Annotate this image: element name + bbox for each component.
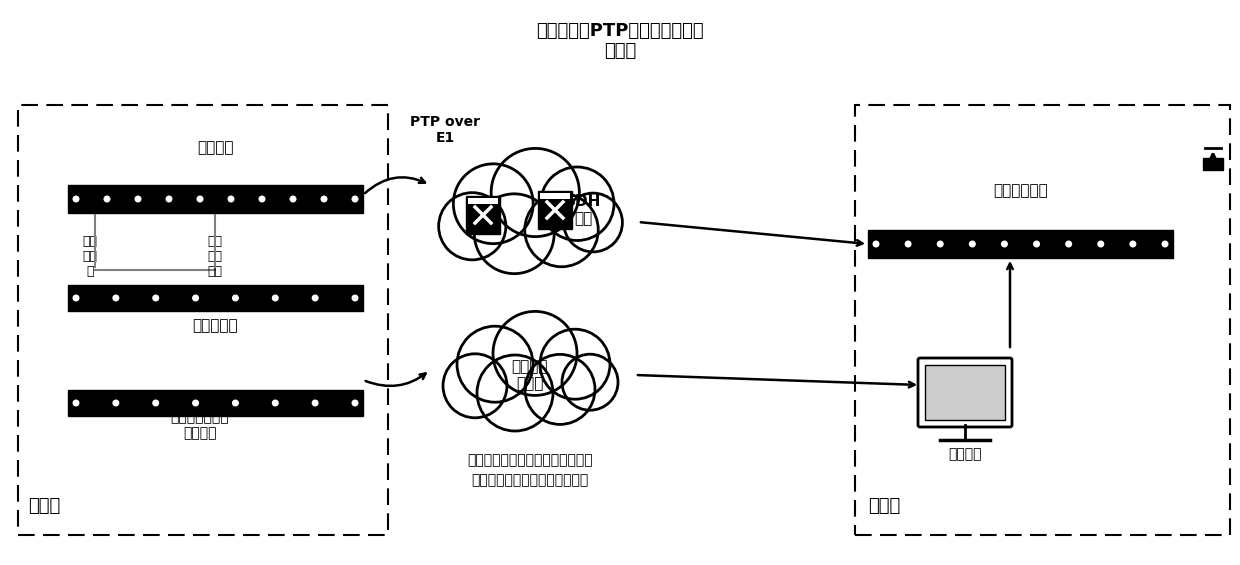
Circle shape bbox=[352, 400, 358, 406]
Bar bbox=[466, 196, 500, 234]
Circle shape bbox=[443, 354, 507, 418]
Circle shape bbox=[352, 295, 358, 301]
Circle shape bbox=[1066, 241, 1071, 247]
Bar bbox=[68, 390, 363, 416]
Bar bbox=[68, 185, 363, 213]
Circle shape bbox=[73, 400, 79, 406]
Circle shape bbox=[937, 241, 944, 247]
Bar bbox=[1203, 158, 1223, 170]
Bar bbox=[856, 105, 1230, 535]
Circle shape bbox=[494, 311, 577, 395]
Circle shape bbox=[312, 400, 317, 406]
FancyBboxPatch shape bbox=[918, 358, 1012, 427]
Circle shape bbox=[290, 196, 296, 202]
Bar bbox=[68, 285, 363, 311]
Circle shape bbox=[104, 196, 110, 202]
Text: 业务装置与主时钟差值实现监测: 业务装置与主时钟差值实现监测 bbox=[471, 473, 589, 487]
Circle shape bbox=[233, 295, 238, 301]
Circle shape bbox=[491, 149, 579, 237]
Circle shape bbox=[233, 400, 238, 406]
Circle shape bbox=[564, 193, 622, 252]
Circle shape bbox=[153, 295, 159, 301]
Text: 主时钟设备: 主时钟设备 bbox=[192, 318, 238, 333]
Text: 扩展时钟设备、
业务装置: 扩展时钟设备、 业务装置 bbox=[171, 410, 229, 440]
Circle shape bbox=[541, 167, 614, 241]
Circle shape bbox=[259, 196, 265, 202]
Text: 变电站: 变电站 bbox=[29, 497, 61, 515]
Circle shape bbox=[352, 196, 358, 202]
Text: 网管系统: 网管系统 bbox=[949, 447, 982, 461]
Text: 电力专用
数据网: 电力专用 数据网 bbox=[512, 359, 548, 391]
Circle shape bbox=[321, 196, 327, 202]
Circle shape bbox=[477, 355, 553, 431]
Circle shape bbox=[1034, 241, 1039, 247]
Bar bbox=[538, 191, 572, 229]
Circle shape bbox=[135, 196, 141, 202]
Circle shape bbox=[525, 193, 598, 267]
Circle shape bbox=[539, 329, 610, 399]
Circle shape bbox=[562, 354, 618, 410]
Text: 网络回传测量出的扩展时钟设备、: 网络回传测量出的扩展时钟设备、 bbox=[467, 453, 593, 467]
Text: 主时钟通过PTP回传到中心站进: 主时钟通过PTP回传到中心站进 bbox=[536, 22, 704, 40]
Circle shape bbox=[273, 295, 278, 301]
Circle shape bbox=[73, 196, 79, 202]
Circle shape bbox=[1130, 241, 1136, 247]
Circle shape bbox=[454, 164, 533, 244]
Bar bbox=[19, 105, 388, 535]
Circle shape bbox=[273, 400, 278, 406]
Text: 主时
钟信
号: 主时 钟信 号 bbox=[83, 235, 98, 278]
Circle shape bbox=[153, 400, 159, 406]
Circle shape bbox=[197, 196, 203, 202]
Circle shape bbox=[1162, 241, 1168, 247]
Text: 行监测: 行监测 bbox=[604, 42, 636, 60]
Text: 中心站: 中心站 bbox=[868, 497, 900, 515]
Circle shape bbox=[1002, 241, 1007, 247]
Circle shape bbox=[525, 354, 595, 424]
Circle shape bbox=[439, 193, 506, 260]
Circle shape bbox=[312, 295, 317, 301]
Text: PTP over
E1: PTP over E1 bbox=[410, 115, 480, 145]
Circle shape bbox=[192, 400, 198, 406]
Circle shape bbox=[166, 196, 172, 202]
Circle shape bbox=[1097, 241, 1104, 247]
Text: 测量装置: 测量装置 bbox=[197, 140, 234, 155]
Circle shape bbox=[475, 194, 554, 273]
Circle shape bbox=[905, 241, 911, 247]
Bar bbox=[868, 230, 1173, 258]
Circle shape bbox=[873, 241, 879, 247]
Circle shape bbox=[73, 295, 79, 301]
Circle shape bbox=[113, 295, 119, 301]
Circle shape bbox=[113, 400, 119, 406]
Bar bbox=[467, 198, 498, 204]
Circle shape bbox=[192, 295, 198, 301]
Circle shape bbox=[970, 241, 975, 247]
Text: SDH
网络: SDH 网络 bbox=[564, 194, 601, 226]
Bar bbox=[925, 365, 1004, 420]
Bar bbox=[539, 193, 570, 199]
Text: 中心监测系统: 中心监测系统 bbox=[993, 183, 1048, 198]
Circle shape bbox=[228, 196, 234, 202]
Circle shape bbox=[458, 326, 533, 402]
Text: 被测
时间
信号: 被测 时间 信号 bbox=[207, 235, 222, 278]
